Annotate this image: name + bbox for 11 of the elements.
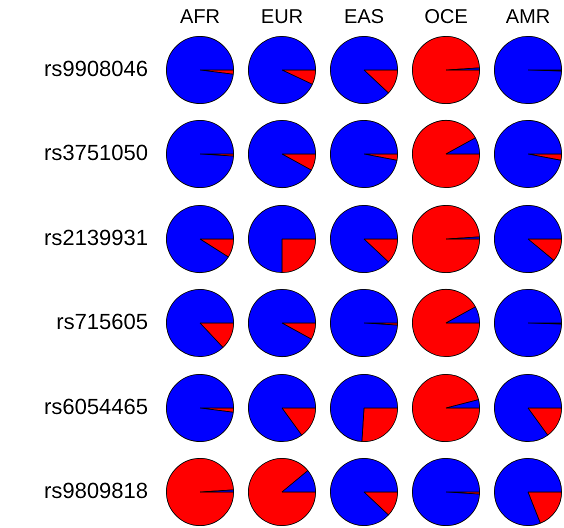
text: rs3751050 bbox=[44, 140, 148, 166]
chart-title: EUR bbox=[260, 6, 304, 29]
chart-title: EAS bbox=[344, 6, 384, 29]
chart-title: OCE bbox=[424, 6, 468, 29]
text: rs715605 bbox=[56, 309, 148, 336]
text: rs9809818 bbox=[44, 478, 148, 504]
text: rs2139931 bbox=[44, 224, 148, 251]
text: rs9908046 bbox=[44, 56, 148, 82]
text: rs6054465 bbox=[44, 394, 148, 420]
chart-title: AFR bbox=[180, 6, 220, 29]
chart-title: AMR bbox=[506, 6, 550, 29]
